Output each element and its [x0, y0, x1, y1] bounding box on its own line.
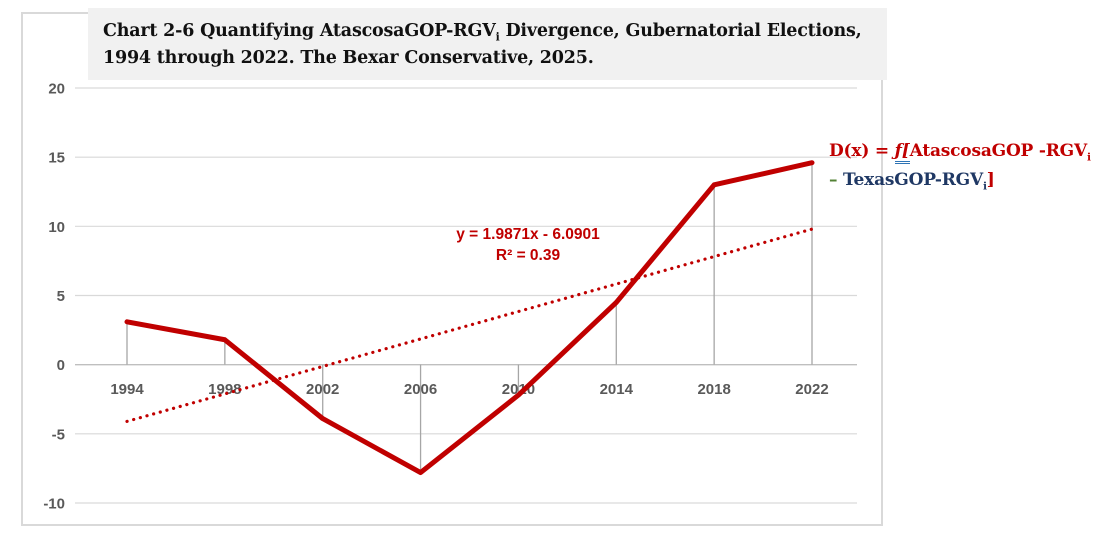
formula-term2: TexasGOP-RGV	[843, 170, 983, 190]
formula-term2-subscript: i	[982, 180, 987, 193]
integral-symbol: ƒ[	[894, 141, 910, 164]
trendline-equation-label: y = 1.9871x - 6.0901 R² = 0.39	[417, 224, 639, 266]
x-tick-label: 2022	[795, 381, 828, 398]
series-line	[124, 160, 815, 476]
chart-frame	[21, 12, 883, 526]
y-tick-label: 0	[57, 357, 65, 374]
chart-title-line1: Chart 2-6 Quantifying AtascosaGOP-RGVi D…	[103, 21, 862, 44]
formula-minus: –	[829, 170, 844, 190]
y-tick-label: 5	[57, 288, 65, 305]
formula-term1-subscript: i	[1086, 151, 1091, 164]
x-tick-label: 2014	[600, 381, 634, 398]
formula-close-bracket: ]	[986, 170, 995, 190]
trendline-equation: y = 1.9871x - 6.0901	[456, 226, 600, 243]
y-tick-label: 10	[48, 219, 65, 236]
x-tick-label: 2018	[697, 381, 730, 398]
x-tick-label: 1998	[208, 381, 241, 398]
chart-title-box: Chart 2-6 Quantifying AtascosaGOP-RGVi D…	[88, 8, 887, 80]
trendline-r-squared: R² = 0.39	[495, 247, 561, 264]
chart-title-line2: 1994 through 2022. The Bexar Conservativ…	[103, 48, 594, 68]
x-tick-label: 2002	[306, 381, 339, 398]
x-tick-label: 2006	[404, 381, 437, 398]
trendline	[125, 227, 814, 423]
x-tick-label: 1994	[110, 381, 144, 398]
formula-annotation: D(x) = ƒ[AtascosaGOP -RGVi – TexasGOP-RG…	[829, 137, 1094, 195]
y-tick-label: -10	[43, 496, 65, 513]
formula-lhs: D(x) =	[829, 141, 895, 161]
y-tick-label: 20	[48, 81, 65, 98]
formula-term1: AtascosaGOP -RGV	[909, 141, 1088, 161]
y-tick-label: 15	[48, 150, 65, 167]
y-tick-label: -5	[52, 426, 65, 443]
